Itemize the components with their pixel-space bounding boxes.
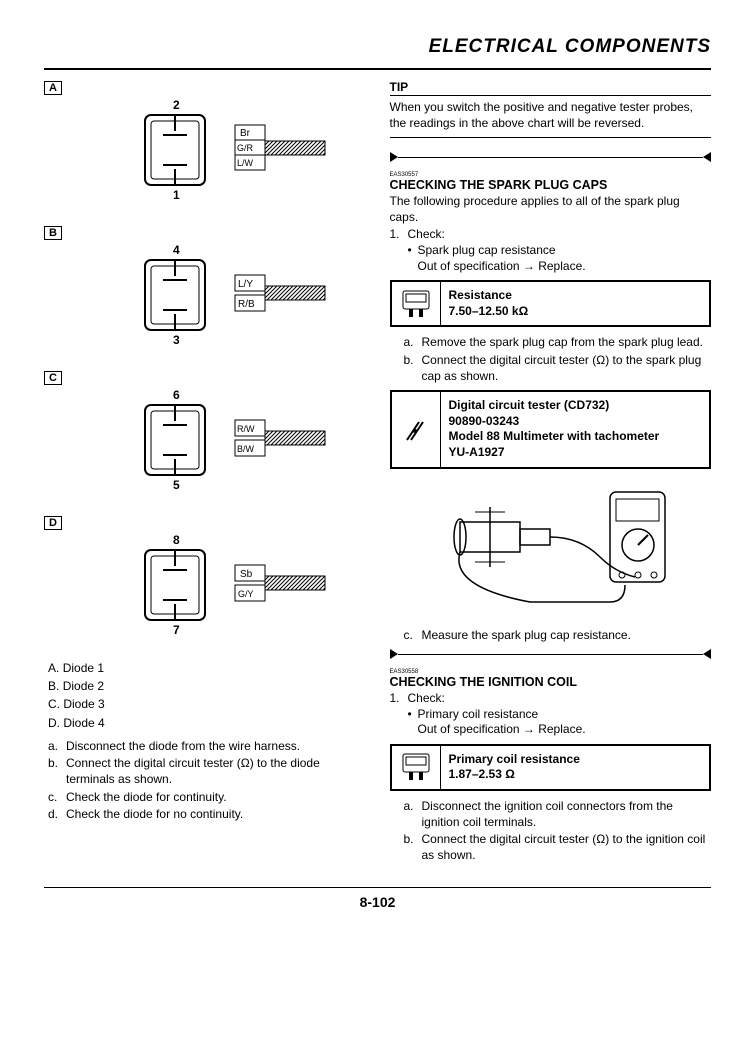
diagram-label-d: D	[44, 516, 62, 530]
section2-check: 1.Check: •Primary coil resistance Out of…	[390, 691, 712, 738]
diagram-b: B 4 3 L/Y R/B	[44, 225, 366, 360]
svg-text:Br: Br	[240, 128, 251, 139]
left-steps: a.Disconnect the diode from the wire har…	[48, 739, 366, 823]
svg-text:6: 6	[173, 388, 180, 402]
svg-text:2: 2	[173, 98, 180, 112]
section2-steps-ab: a.Disconnect the ignition coil connector…	[404, 799, 712, 863]
diagram-a: A 2 1 Br G/R L/W	[44, 80, 366, 215]
diode-legend: A. Diode 1 B. Diode 2 C. Diode 3 D. Diod…	[48, 660, 366, 731]
tool-title2: Model 88 Multimeter with tachometer	[449, 429, 660, 445]
diagram-d: D 8 7 Sb G/Y	[44, 515, 366, 650]
spec2-title: Primary coil resistance	[449, 752, 580, 768]
svg-text:1: 1	[173, 188, 180, 202]
svg-text:R/W: R/W	[237, 424, 255, 434]
section1-title: CHECKING THE SPARK PLUG CAPS	[390, 178, 712, 192]
diagram-label-b: B	[44, 226, 62, 240]
svg-text:5: 5	[173, 478, 180, 492]
svg-text:Sb: Sb	[240, 569, 253, 580]
svg-text:B/W: B/W	[237, 444, 255, 454]
tip-text: When you switch the positive and negativ…	[390, 100, 712, 131]
spec-title: Resistance	[449, 288, 529, 304]
separator-bar-2	[390, 649, 712, 659]
primary-coil-spec-box: Primary coil resistance 1.87–2.53 Ω	[390, 744, 712, 791]
page-footer: 8-102	[44, 887, 711, 910]
svg-text:R/B: R/B	[238, 299, 255, 310]
header-rule	[44, 68, 711, 70]
tip-label: TIP	[390, 80, 409, 94]
svg-text:7: 7	[173, 623, 180, 637]
tool-code2: YU-A1927	[449, 445, 660, 461]
svg-text:G/R: G/R	[237, 143, 254, 153]
diode-diagram-d: 8 7 Sb G/Y	[75, 530, 335, 650]
svg-text:G/Y: G/Y	[238, 589, 254, 599]
left-column: A 2 1 Br G/R L/W	[44, 80, 366, 869]
diode-diagram-b: 4 3 L/Y R/B	[75, 240, 335, 360]
svg-text:L/W: L/W	[237, 158, 254, 168]
section1-steps-ab: a.Remove the spark plug cap from the spa…	[404, 335, 712, 384]
diagram-c: C 6 5 R/W B/W	[44, 370, 366, 505]
separator-bar	[390, 152, 712, 162]
diode-diagram-c: 6 5 R/W B/W	[75, 385, 335, 505]
right-column: TIP When you switch the positive and neg…	[390, 80, 712, 869]
svg-text:3: 3	[173, 333, 180, 347]
tip-box: TIP When you switch the positive and neg…	[390, 80, 712, 138]
section1-step-c: c.Measure the spark plug cap resistance.	[404, 628, 712, 644]
multimeter-icon-2	[392, 746, 441, 789]
tool-code: 90890-03243	[449, 414, 660, 430]
diagram-label-c: C	[44, 371, 62, 385]
resistance-spec-box: Resistance 7.50–12.50 kΩ	[390, 280, 712, 327]
section2-title: CHECKING THE IGNITION COIL	[390, 675, 712, 689]
spec-value: 7.50–12.50 kΩ	[449, 304, 529, 320]
svg-text:8: 8	[173, 533, 180, 547]
svg-text:4: 4	[173, 243, 180, 257]
multimeter-icon	[392, 282, 441, 325]
tester-figure	[390, 477, 712, 620]
page-header: ELECTRICAL COMPONENTS	[44, 36, 711, 58]
tool-spec-box: Digital circuit tester (CD732) 90890-032…	[390, 390, 712, 468]
diagram-label-a: A	[44, 81, 62, 95]
section1-check: 1.Check: •Spark plug cap resistance Out …	[390, 227, 712, 274]
tool-icon	[392, 392, 441, 466]
svg-text:L/Y: L/Y	[238, 279, 253, 290]
tool-title: Digital circuit tester (CD732)	[449, 398, 660, 414]
spec2-value: 1.87–2.53 Ω	[449, 767, 580, 783]
section1-intro: The following procedure applies to all o…	[390, 194, 712, 225]
diode-diagram-a: 2 1 Br G/R L/W	[75, 95, 335, 215]
